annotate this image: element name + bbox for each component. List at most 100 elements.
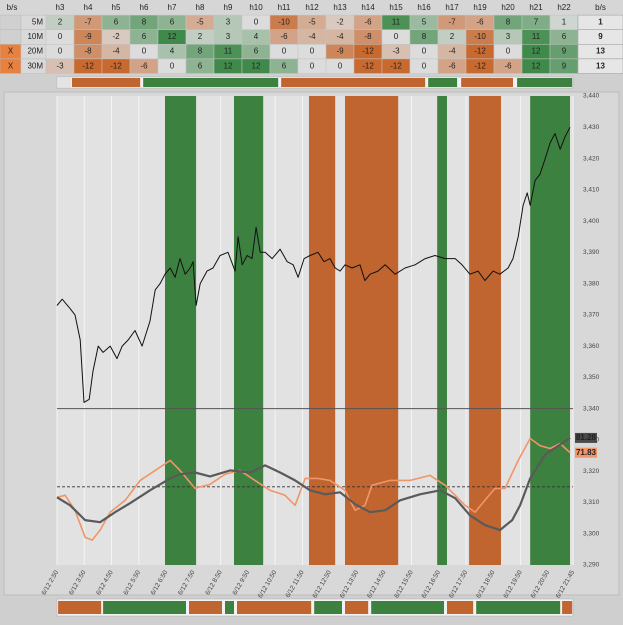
y-tick-label: 3,320 (583, 468, 600, 475)
row-label: 20M (27, 47, 43, 56)
y-tick-label: 3,350 (583, 374, 600, 381)
row-total: 13 (596, 61, 605, 70)
cell-value: 6 (282, 61, 287, 70)
cell-value: 0 (506, 47, 511, 56)
y-tick-label: 3,300 (583, 530, 600, 537)
bottom-strip-segment (447, 601, 474, 614)
cell-value: 0 (422, 61, 427, 70)
cell-value: 6 (142, 32, 147, 41)
cell-value: -12 (362, 61, 374, 70)
cell-value: -4 (112, 47, 120, 56)
cell-value: 6 (254, 47, 259, 56)
signal-band (309, 96, 336, 565)
column-header: h10 (249, 3, 263, 12)
cell-value: 9 (562, 61, 567, 70)
cell-value: -7 (84, 18, 92, 27)
column-header: h9 (224, 3, 233, 12)
cell-value: 0 (338, 61, 343, 70)
row-total: 13 (596, 47, 605, 56)
cell-value: 0 (142, 47, 147, 56)
cell-value: 0 (394, 32, 399, 41)
cell-value: 0 (282, 47, 287, 56)
cell-value: 12 (168, 32, 177, 41)
row-label: 5M (32, 18, 43, 27)
cell-value: 2 (198, 32, 203, 41)
y-tick-label: 3,340 (583, 405, 600, 412)
top-strip-segment (143, 78, 279, 87)
cell-value: 11 (392, 18, 401, 27)
cell-value: 6 (114, 18, 119, 27)
top-strip-segment (461, 78, 513, 87)
cell-value: -4 (448, 47, 456, 56)
cell-value: -8 (84, 47, 92, 56)
cell-value: 1 (562, 18, 567, 27)
cell-value: -12 (390, 61, 402, 70)
top-strip-segment (58, 78, 72, 87)
y-tick-label: 3,360 (583, 343, 600, 350)
column-header: h15 (389, 3, 403, 12)
signal-band (345, 96, 399, 565)
cell-value: -4 (336, 32, 344, 41)
y-tick-label: 3,390 (583, 249, 600, 256)
cell-value: 8 (506, 18, 511, 27)
row-label: 10M (27, 32, 43, 41)
bottom-strip-segment (103, 601, 186, 614)
cell-value: -5 (196, 18, 204, 27)
bottom-strip-segment (562, 601, 573, 614)
cell-value: -3 (392, 47, 400, 56)
top-strip-segment (517, 78, 573, 87)
cell-value: -6 (448, 61, 456, 70)
column-header: h7 (168, 3, 177, 12)
cell-value: 0 (170, 61, 175, 70)
bottom-strip-segment (476, 601, 561, 614)
cell-value: 2 (450, 32, 455, 41)
row-total: 1 (598, 18, 603, 27)
column-header: h11 (278, 3, 291, 12)
y-tick-label: 3,400 (583, 218, 600, 225)
signal-band (165, 96, 197, 565)
series-line (56, 436, 571, 532)
top-strip-segment (281, 78, 426, 87)
cell-value: 8 (198, 47, 203, 56)
cell-value: 3 (506, 32, 511, 41)
cell-value: 0 (310, 47, 315, 56)
cell-value: -6 (280, 32, 288, 41)
cell-value: -9 (336, 47, 344, 56)
cell-value: 3 (226, 18, 231, 27)
cell-value: 0 (310, 61, 315, 70)
cell-value: 0 (422, 47, 427, 56)
flag-cell (0, 14, 22, 30)
y-tick-label: 3,380 (583, 280, 600, 287)
row-label: 30M (27, 61, 43, 70)
signal-band (234, 96, 264, 565)
column-header: h19 (473, 3, 487, 12)
value-label: 71.83 (576, 448, 597, 457)
cell-value: 6 (198, 61, 203, 70)
cell-value: 4 (170, 47, 175, 56)
row-flag: X (8, 61, 14, 70)
cell-value: -7 (448, 18, 456, 27)
signal-band (469, 96, 501, 565)
y-tick-label: 3,440 (583, 93, 600, 100)
total-cell (577, 58, 623, 74)
y-tick-label: 3,410 (583, 187, 600, 194)
cell-value: 12 (532, 47, 541, 56)
column-header: h21 (529, 3, 543, 12)
value-label: 81.28 (576, 433, 597, 442)
cell-value: 7 (534, 18, 539, 27)
flag-cell (0, 29, 22, 45)
bottom-strip-segment (189, 601, 222, 614)
cell-value: 11 (532, 32, 541, 41)
cell-value: 12 (224, 61, 233, 70)
cell-value: -4 (308, 32, 316, 41)
cell-value: 11 (224, 47, 233, 56)
cell-value: -6 (364, 18, 372, 27)
value-label-box (575, 432, 597, 443)
series-line (56, 127, 571, 403)
cell-value: -10 (278, 18, 290, 27)
bottom-strip-segment (237, 601, 312, 614)
cell-value: -12 (474, 47, 486, 56)
bottom-strip-segment (314, 601, 342, 614)
signal-band (530, 96, 570, 565)
column-header: h8 (196, 3, 205, 12)
